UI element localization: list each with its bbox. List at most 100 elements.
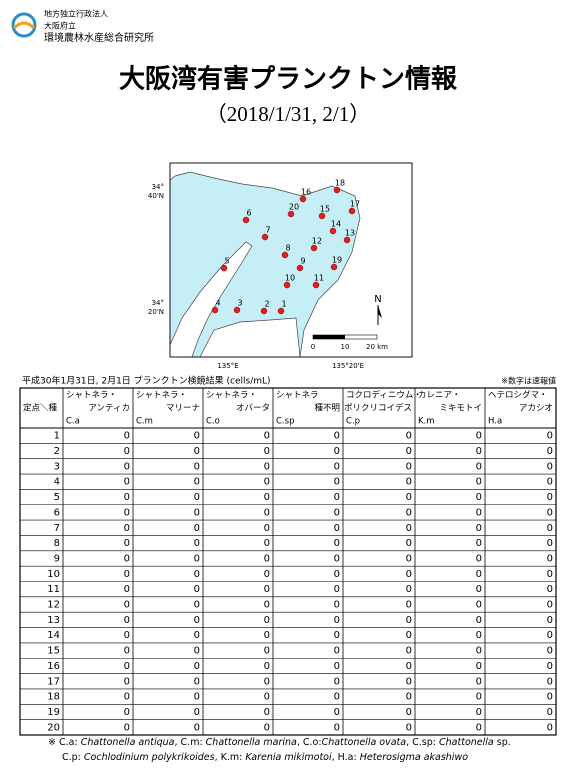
table-cell: 0 — [264, 538, 270, 549]
table-cell: 0 — [194, 676, 200, 687]
station-dot — [233, 306, 241, 314]
station-label: 12 — [312, 237, 322, 246]
station-label: 11 — [314, 274, 324, 283]
table-cell: 0 — [334, 661, 340, 672]
table-cell: 0 — [124, 661, 130, 672]
table: 定点＼種シャトネラ・アンティカC.aシャトネラ・マリーナC.mシャトネラ・オバー… — [19, 387, 557, 736]
table-cell: 2 — [54, 446, 60, 457]
table-cell: 0 — [194, 477, 200, 488]
table-cell: 0 — [547, 446, 553, 457]
station-dot — [242, 216, 250, 224]
table-cell: 0 — [476, 600, 482, 611]
footnote: C.p: Cochlodinium polykrikoides, K.m: Ka… — [62, 752, 468, 763]
header-abbr: C.p — [346, 417, 360, 427]
table-cell: 1 — [54, 431, 60, 442]
table-cell: 0 — [194, 630, 200, 641]
table-cell: 0 — [124, 676, 130, 687]
footnote-part: sp. — [494, 737, 511, 748]
table-cell: 0 — [334, 600, 340, 611]
footnote-part: , H.a: — [332, 752, 360, 763]
table-cell: 0 — [124, 630, 130, 641]
table-cell: 0 — [264, 600, 270, 611]
table-cell: 0 — [124, 477, 130, 488]
table-cell: 11 — [47, 584, 60, 595]
table-cell: 0 — [264, 692, 270, 703]
table-cell: 0 — [547, 584, 553, 595]
header-cell: マリーナ — [166, 404, 200, 414]
table-cell: 0 — [194, 569, 200, 580]
table-cell: 0 — [476, 676, 482, 687]
header-cell: シャトネラ — [276, 391, 319, 401]
table-cell: 10 — [47, 569, 60, 580]
header-cell: ミキモトイ — [439, 404, 482, 414]
table-cell: 0 — [476, 446, 482, 457]
table-cell: 0 — [334, 615, 340, 626]
table-cell: 0 — [334, 461, 340, 472]
header-cell: 定点＼種 — [23, 403, 58, 414]
table-cell: 0 — [406, 569, 412, 580]
table-cell: 0 — [406, 461, 412, 472]
header-abbr: C.sp — [276, 417, 294, 427]
header-abbr: H.a — [488, 417, 502, 427]
station-dot — [261, 233, 269, 241]
table-cell: 0 — [334, 692, 340, 703]
table-cell: 0 — [476, 461, 482, 472]
table-cell: 0 — [476, 523, 482, 534]
table-cell: 0 — [264, 630, 270, 641]
table-cell: 0 — [547, 615, 553, 626]
table-cell: 0 — [334, 431, 340, 442]
table-cell: 0 — [194, 431, 200, 442]
station-label: 14 — [331, 220, 341, 229]
table-cell: 19 — [47, 707, 60, 718]
table-cell: 0 — [334, 722, 340, 733]
table-cell: 0 — [194, 553, 200, 564]
table-cell: 0 — [264, 446, 270, 457]
header-cell: ヘテロシグマ・ — [488, 390, 548, 401]
table-cell: 0 — [124, 523, 130, 534]
station-dot — [287, 210, 295, 218]
footnote-part: Chattonella — [439, 737, 494, 748]
table-cell: 0 — [334, 630, 340, 641]
station-label: 18 — [335, 179, 345, 188]
org-name: 地方独立行政法人 — [44, 9, 108, 19]
table-cell: 0 — [124, 538, 130, 549]
table-cell: 17 — [47, 676, 60, 687]
org-name: 環境農林水産総合研究所 — [44, 31, 154, 44]
table-cell: 0 — [124, 646, 130, 657]
table-cell: 0 — [334, 492, 340, 503]
table-cell: 0 — [264, 507, 270, 518]
table-cell: 0 — [406, 584, 412, 595]
footnote-part: Chattonella marina — [206, 737, 297, 748]
table-cell: 0 — [194, 722, 200, 733]
table-cell: 0 — [547, 661, 553, 672]
lon-label: 135°E — [217, 362, 238, 370]
table-cell: 0 — [476, 707, 482, 718]
table-cell: 0 — [476, 692, 482, 703]
table-cell: 0 — [334, 523, 340, 534]
station-label: 15 — [320, 205, 330, 214]
table-cell: 0 — [124, 431, 130, 442]
table-cell: 0 — [194, 461, 200, 472]
header-cell: シャトネラ・ — [66, 391, 117, 401]
table-cell: 0 — [547, 431, 553, 442]
table-cell: 0 — [547, 676, 553, 687]
table-cell: 0 — [406, 661, 412, 672]
footnote-part: Chattonella ovata — [322, 737, 407, 748]
table-cell: 0 — [406, 446, 412, 457]
table-cell: 0 — [476, 431, 482, 442]
station-dot — [277, 307, 285, 315]
table-border — [19, 387, 557, 736]
table-cell: 0 — [547, 630, 553, 641]
scale-label: 20 km — [366, 343, 388, 351]
table-cell: 12 — [47, 600, 60, 611]
table-cell: 0 — [194, 538, 200, 549]
footnote-part: ※ C.a: — [48, 737, 81, 748]
station-label: 9 — [300, 257, 305, 266]
table-cell: 0 — [194, 492, 200, 503]
station-label: 8 — [285, 244, 290, 253]
table-cell: 0 — [124, 569, 130, 580]
table-cell: 0 — [264, 431, 270, 442]
footnote-part: , K.m: — [215, 752, 246, 763]
scale-label: 10 — [341, 343, 350, 351]
header-abbr: C.a — [66, 417, 80, 427]
